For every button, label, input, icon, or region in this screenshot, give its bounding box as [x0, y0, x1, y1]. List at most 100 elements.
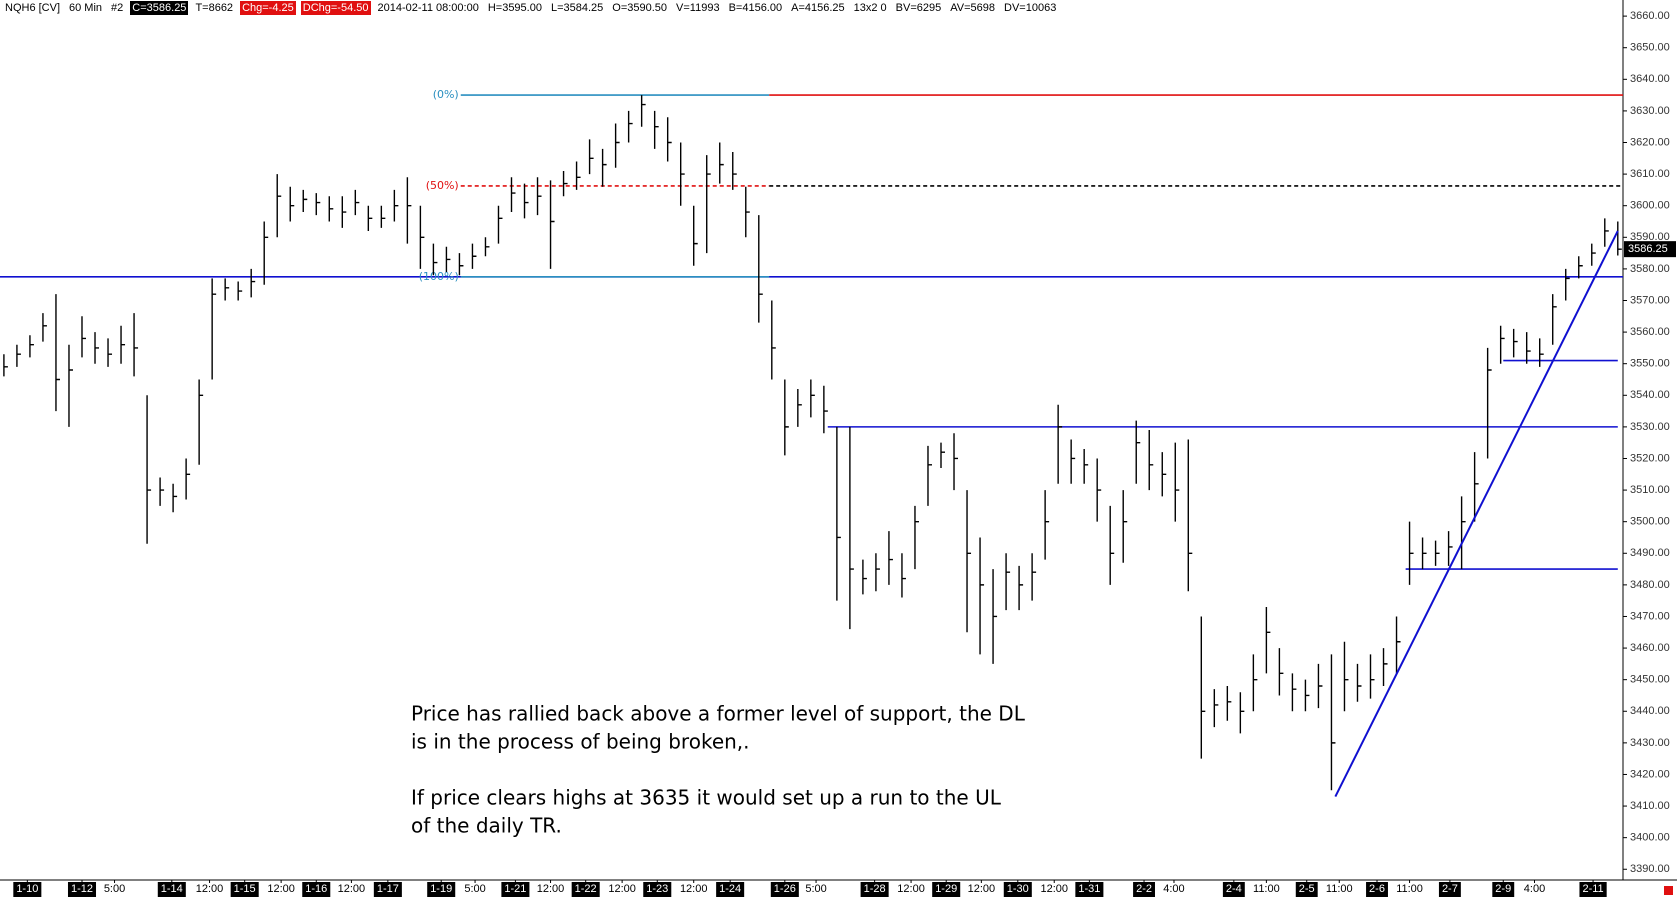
ohlc-bar [953, 433, 959, 491]
header-item: DV=10063 [1004, 2, 1057, 14]
ohlc-bar [289, 186, 295, 222]
x-date-label: 1-14 [161, 883, 183, 895]
x-date-label-bg [1579, 882, 1607, 897]
ohlc-bar [914, 505, 919, 570]
ohlc-bar [719, 142, 724, 184]
ohlc-bar [1122, 490, 1128, 563]
y-tick-label: 3580.00 [1630, 263, 1670, 275]
ohlc-bar [1161, 452, 1167, 497]
y-tick-label: 3650.00 [1630, 42, 1670, 54]
ohlc-bar [354, 189, 360, 216]
x-date-label-bg [1075, 882, 1104, 897]
y-tick-label: 3500.00 [1630, 516, 1670, 528]
ohlc-bar [1278, 648, 1284, 696]
x-date-label: 1-19 [430, 883, 452, 895]
ohlc-bar [1213, 689, 1219, 728]
ohlc-bar [627, 110, 633, 143]
y-tick-label: 3570.00 [1630, 294, 1670, 306]
header-item: O=3590.50 [612, 2, 668, 14]
x-time-label: 11:00 [1253, 883, 1280, 895]
ohlc-bar [771, 300, 776, 380]
y-tick-label: 3600.00 [1630, 200, 1670, 212]
ohlc-bar [1031, 553, 1037, 601]
ohlc-bar [328, 196, 334, 222]
y-tick-label: 3540.00 [1630, 389, 1670, 401]
ohlc-bar [68, 344, 73, 427]
trend-line [1334, 230, 1619, 798]
annotation-line: of the daily TR. [411, 814, 562, 838]
x-date-label: 2-6 [1369, 883, 1385, 895]
annotation-line: is in the process of being broken,. [411, 730, 750, 754]
ohlc-bar [211, 278, 217, 380]
x-date-label-bg [302, 882, 331, 897]
ohlc-bar [302, 189, 308, 213]
ohlc-bar [693, 205, 698, 266]
x-date-label: 1-15 [234, 883, 256, 895]
ohlc-bar [1460, 496, 1466, 570]
ohlc-bar [1447, 531, 1453, 566]
y-tick-label: 3560.00 [1630, 326, 1670, 338]
ohlc-bar [406, 177, 412, 244]
ohlc-bar [1382, 648, 1388, 686]
header-item: DChg=-54.50 [300, 1, 371, 15]
ohlc-bar [862, 559, 867, 595]
ohlc-bar [1200, 616, 1206, 759]
fib-label: (0%) [433, 88, 459, 101]
ohlc-bar [1174, 442, 1180, 522]
x-date-label: 1-21 [504, 883, 526, 895]
annotation-line: If price clears highs at 3635 it would s… [411, 786, 1002, 810]
x-date-label-bg [571, 882, 600, 897]
ohlc-bar [653, 110, 659, 149]
ohlc-bar [732, 151, 737, 190]
ohlc-bar [146, 395, 152, 544]
x-time-label: 4:00 [1163, 883, 1184, 895]
y-tick-label: 3410.00 [1630, 800, 1670, 812]
ohlc-bar [510, 177, 516, 213]
y-tick-label: 3490.00 [1630, 547, 1670, 559]
ohlc-bar [1525, 332, 1531, 364]
ohlc-bar [1591, 243, 1596, 266]
ohlc-bar [1539, 338, 1544, 367]
ohlc-bar [888, 531, 893, 585]
ohlc-bar [172, 483, 178, 513]
ohlc-bar [1252, 654, 1258, 712]
ohlc-bar [367, 205, 373, 231]
header-item: A=4156.25 [791, 2, 845, 14]
x-date-label-bg [770, 882, 799, 897]
x-date-label-bg [1295, 882, 1318, 897]
ohlc-bar [484, 237, 490, 257]
ohlc-bar [966, 490, 972, 633]
x-date-label: 1-22 [575, 883, 597, 895]
ohlc-bar [601, 148, 607, 187]
ohlc-bar [1512, 328, 1518, 358]
ohlc-bar [263, 221, 269, 285]
x-date-label: 1-17 [377, 883, 399, 895]
ohlc-bar [640, 95, 646, 127]
ohlc-bar [536, 177, 542, 216]
ohlc-bar [1617, 221, 1622, 256]
ohlc-bar [380, 205, 386, 228]
x-time-label: 12:00 [897, 883, 925, 895]
ohlc-bar [784, 379, 789, 456]
x-time-label: 4:00 [1524, 883, 1545, 895]
header-item: L=3584.25 [550, 2, 604, 14]
ohlc-bar [1395, 616, 1401, 674]
x-date-label-bg [230, 882, 259, 897]
x-date-label-bg [932, 882, 961, 897]
y-tick-label: 3530.00 [1630, 421, 1670, 433]
ohlc-bar [393, 189, 399, 222]
x-date-label: 1-24 [719, 883, 741, 895]
header-bar: NQH6 [CV] 60 Min #2 C=3586.25 T=8662 Chg=-4.2… [3, 1, 1058, 15]
ohlc-bar [1421, 537, 1427, 570]
x-date-label-bg [501, 882, 530, 897]
x-date-label-bg [1366, 882, 1388, 897]
x-time-label: 12:00 [968, 883, 996, 895]
y-tick-label: 3630.00 [1630, 105, 1670, 117]
ohlc-bar [55, 294, 60, 412]
ohlc-bar [1187, 439, 1193, 592]
annotation-line: Price has rallied back above a former le… [411, 702, 1026, 726]
ohlc-bar [1552, 294, 1557, 345]
y-tick-label: 3430.00 [1630, 737, 1670, 749]
x-date-label: 1-26 [774, 883, 796, 895]
